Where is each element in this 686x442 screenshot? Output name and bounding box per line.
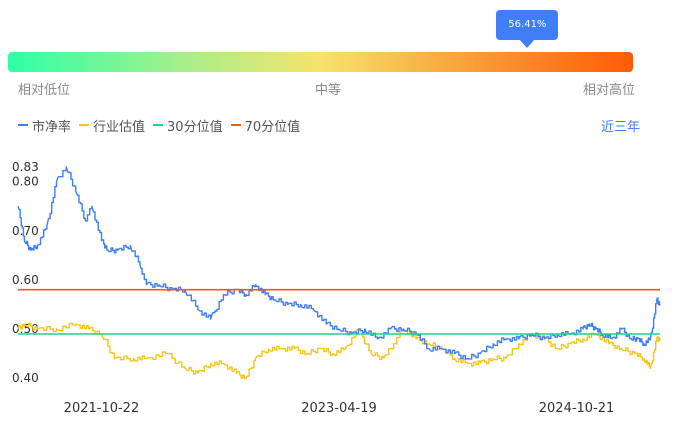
pb-series-line	[17, 166, 661, 360]
y-tick-label: 0.80	[12, 175, 39, 189]
chart-legend: 市净率 行业估值 30分位值 70分位值	[18, 116, 308, 135]
x-tick-label: 2024-10-21	[539, 401, 615, 416]
legend-item-p70[interactable]: 70分位值	[230, 116, 301, 135]
legend-label-pb: 市净率	[32, 119, 72, 135]
x-tick-label: 2023-04-19	[301, 401, 377, 416]
y-tick-label: 0.70	[12, 224, 39, 238]
percentile-callout: 56.41%	[496, 10, 559, 48]
period-selector-link[interactable]: 近三年	[600, 120, 640, 135]
gauge-high-label: 相对高位	[583, 83, 636, 98]
gauge-mid-label: 中等	[315, 83, 342, 98]
industry-series-line	[17, 322, 661, 380]
legend-swatch-p70	[230, 124, 241, 126]
legend-swatch-industry	[79, 124, 90, 126]
legend-label-p30: 30分位值	[167, 119, 223, 135]
legend-item-pb[interactable]: 市净率	[18, 116, 71, 135]
gauge-low-label: 相对低位	[18, 83, 71, 98]
y-tick-label: 0.60	[12, 273, 39, 287]
valuation-gradient-bar	[8, 52, 633, 72]
legend-label-industry: 行业估值	[93, 119, 146, 135]
x-tick-label: 2021-10-22	[64, 401, 140, 416]
legend-item-p30[interactable]: 30分位值	[153, 116, 223, 135]
y-tick-label: 0.83	[12, 160, 39, 174]
legend-swatch-pb	[18, 124, 28, 126]
legend-item-industry[interactable]: 行业估值	[79, 116, 145, 135]
legend-swatch-p30	[153, 124, 164, 126]
legend-label-p70: 70分位值	[244, 119, 301, 135]
y-tick-label: 0.40	[12, 371, 39, 385]
